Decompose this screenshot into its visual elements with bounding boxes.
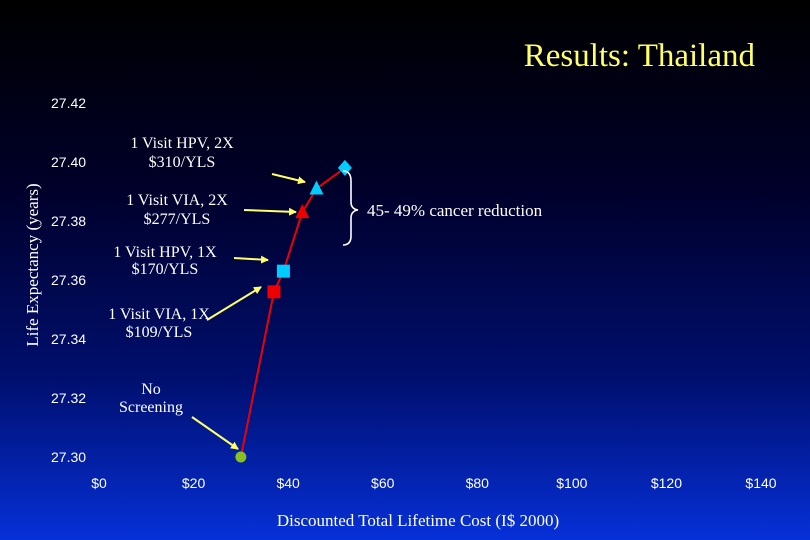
y-tick-label: 27.32 bbox=[51, 390, 86, 406]
annotations: 1 Visit HPV, 2X $310/YLS 1 Visit VIA, 2X $2… bbox=[108, 135, 234, 416]
x-tick-label: $20 bbox=[182, 475, 206, 491]
reduction-label: 45- 49% cancer reduction bbox=[367, 201, 543, 220]
x-tick-label: $140 bbox=[745, 475, 776, 491]
annotation-label: 1 Visit VIA, 1X bbox=[108, 306, 210, 323]
y-tick-label: 27.34 bbox=[51, 331, 86, 347]
annotation-arrow bbox=[243, 207, 297, 216]
y-axis-label: Life Expectancy (years) bbox=[23, 183, 42, 346]
annotation-arrows bbox=[191, 173, 306, 450]
series-polyline bbox=[239, 167, 346, 458]
annotation-arrow bbox=[233, 255, 269, 264]
x-tick-label: $120 bbox=[651, 475, 682, 491]
annotation-label: $310/YLS bbox=[149, 154, 216, 171]
series-line bbox=[239, 167, 346, 458]
data-point-triangle bbox=[309, 180, 324, 195]
x-tick-label: $80 bbox=[466, 475, 490, 491]
y-tick-label: 27.42 bbox=[51, 95, 86, 111]
annotation-label: 1 Visit HPV, 1X bbox=[113, 244, 217, 261]
y-tick-label: 27.30 bbox=[51, 449, 86, 465]
chart-title: Results: Thailand bbox=[524, 38, 756, 74]
data-point-square bbox=[267, 285, 281, 299]
annotation-label: 1 Visit HPV, 2X bbox=[130, 135, 234, 152]
data-markers bbox=[235, 159, 352, 463]
reduction-bracket bbox=[342, 170, 359, 246]
annotation-label: $109/YLS bbox=[126, 324, 193, 341]
annotation-label: $277/YLS bbox=[144, 211, 211, 228]
y-tick-label: 27.40 bbox=[51, 154, 86, 170]
x-tick-label: $100 bbox=[556, 475, 587, 491]
annotation-label: 1 Visit VIA, 2X bbox=[126, 192, 228, 209]
x-axis-label: Discounted Total Lifetime Cost (I$ 2000) bbox=[277, 511, 559, 530]
x-tick-label: $60 bbox=[371, 475, 395, 491]
annotation-label: Screening bbox=[119, 399, 183, 416]
data-point-circle bbox=[235, 451, 247, 463]
y-axis-ticks: 27.30 27.32 27.34 27.36 27.38 27.40 27.42 bbox=[51, 95, 86, 465]
annotation-label: No bbox=[141, 381, 161, 398]
x-tick-label: $40 bbox=[276, 475, 300, 491]
x-axis-ticks: $0 $20 $40 $60 $80 $100 $120 $140 bbox=[91, 475, 777, 491]
y-tick-label: 27.36 bbox=[51, 272, 86, 288]
y-tick-label: 27.38 bbox=[51, 213, 86, 229]
data-point-triangle bbox=[295, 204, 310, 219]
annotation-arrow bbox=[206, 286, 262, 321]
data-point-square bbox=[276, 264, 290, 278]
annotation-arrow bbox=[271, 173, 306, 185]
annotation-label: $170/YLS bbox=[132, 261, 199, 278]
x-tick-label: $0 bbox=[91, 475, 107, 491]
annotation-arrow bbox=[191, 416, 239, 450]
